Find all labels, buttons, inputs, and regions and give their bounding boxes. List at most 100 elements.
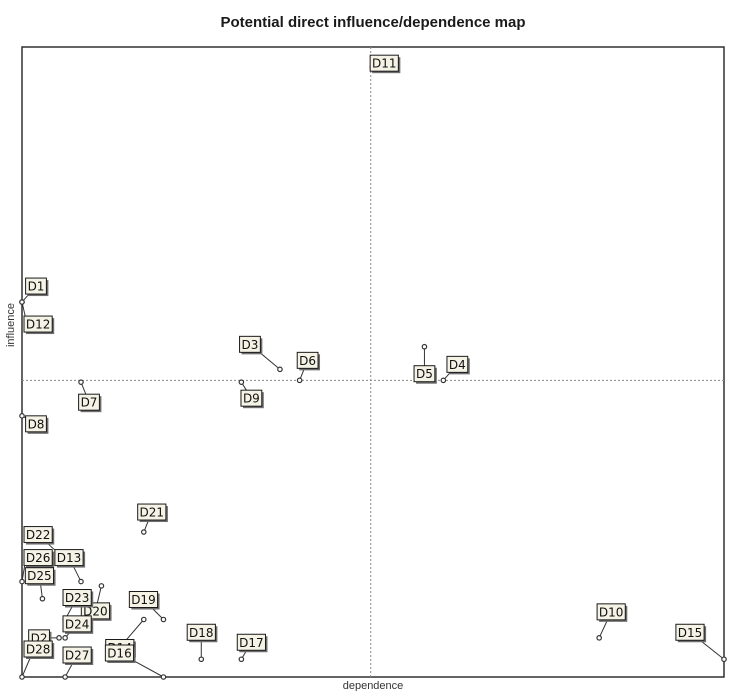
point-marker — [198, 656, 205, 663]
label-box — [675, 623, 705, 641]
chart-title: Potential direct influence/dependence ma… — [220, 14, 525, 31]
point-d3: D3 — [239, 335, 283, 373]
point-marker — [62, 635, 68, 641]
point-marker — [19, 299, 25, 305]
point-d18: D18 — [186, 623, 218, 663]
point-label: D13 — [57, 551, 82, 565]
point-marker — [421, 343, 428, 350]
point-label: D6 — [299, 354, 316, 368]
point-label: D10 — [599, 605, 624, 619]
label-box — [596, 603, 626, 621]
point-label: D8 — [28, 417, 45, 431]
point-label: D25 — [27, 569, 52, 583]
point-d26: D26 — [19, 549, 55, 585]
point-label: D5 — [416, 367, 433, 381]
point-d28: D28 — [19, 640, 55, 680]
point-label: D12 — [26, 318, 51, 332]
point-marker — [98, 583, 105, 589]
point-d23: D23 — [62, 589, 94, 623]
label-box — [413, 365, 436, 383]
y-axis-label: influence — [5, 303, 17, 347]
point-d13: D13 — [54, 549, 86, 585]
point-label: D19 — [131, 593, 156, 607]
point-label: D7 — [81, 396, 98, 410]
label-box — [78, 393, 100, 411]
point-d12: D12 — [19, 299, 55, 335]
label-box — [23, 315, 53, 333]
label-box — [239, 335, 261, 353]
point-d9: D9 — [238, 379, 264, 409]
point-marker — [238, 656, 245, 663]
label-box — [23, 549, 53, 567]
point-label: D23 — [65, 591, 90, 605]
point-d17: D17 — [236, 633, 268, 663]
point-d7: D7 — [78, 379, 102, 413]
point-label: D18 — [189, 626, 214, 640]
point-marker — [19, 674, 25, 680]
point-marker — [78, 379, 84, 385]
point-marker — [238, 379, 245, 385]
point-label: D22 — [26, 528, 51, 542]
point-label: D24 — [65, 617, 90, 631]
label-box — [62, 646, 92, 664]
point-label: D9 — [243, 392, 260, 406]
point-marker — [140, 529, 147, 535]
point-marker — [160, 674, 167, 680]
point-d19: D19 — [128, 591, 167, 623]
point-d16: D16 — [104, 644, 167, 680]
x-axis-label: dependence — [343, 680, 404, 691]
point-label: D15 — [678, 626, 703, 640]
point-marker — [160, 616, 167, 623]
label-box — [369, 54, 399, 72]
point-label: D17 — [239, 636, 264, 650]
label-box — [240, 389, 263, 407]
point-marker — [62, 674, 68, 680]
label-box — [23, 526, 53, 544]
point-label: D20 — [83, 604, 108, 618]
point-d4: D4 — [440, 355, 470, 384]
point-marker — [78, 578, 84, 585]
point-d15: D15 — [675, 623, 727, 663]
point-d5: D5 — [413, 343, 437, 384]
point-label: D27 — [65, 649, 90, 663]
label-box — [296, 351, 319, 369]
plot-frame — [21, 46, 725, 678]
point-marker — [39, 595, 46, 602]
label-box — [25, 277, 47, 295]
label-box — [54, 549, 84, 567]
label-box — [137, 503, 167, 521]
point-label: D26 — [26, 551, 51, 565]
point-label: D4 — [449, 358, 466, 372]
label-box — [104, 644, 135, 662]
point-marker — [440, 377, 447, 384]
point-marker — [277, 366, 283, 373]
label-box — [128, 591, 159, 609]
point-label: D1 — [28, 280, 45, 294]
label-box — [23, 640, 53, 658]
point-label: D3 — [242, 338, 259, 352]
point-marker — [140, 616, 147, 623]
point-d11: D11 — [369, 54, 401, 74]
label-box — [25, 415, 47, 433]
point-d25: D25 — [24, 567, 56, 602]
point-d27: D27 — [62, 646, 94, 680]
point-marker — [19, 413, 25, 419]
point-marker — [721, 656, 727, 663]
point-label: D11 — [372, 57, 397, 71]
point-d6: D6 — [296, 351, 321, 384]
point-label: D16 — [107, 647, 132, 661]
point-d24: D24 — [62, 615, 94, 641]
data-points: D11 D1 D12 D3 D6 D9 D5 D4 D7 D8 D21 D22 D26 D25 D13 D20… — [19, 54, 727, 680]
label-box — [24, 567, 55, 585]
point-marker — [19, 578, 25, 585]
point-marker — [56, 635, 62, 641]
point-label: D21 — [140, 506, 165, 520]
label-box — [236, 633, 266, 651]
point-d21: D21 — [137, 503, 168, 535]
label-box — [186, 623, 216, 641]
label-box — [62, 589, 92, 607]
point-d8: D8 — [19, 413, 49, 434]
point-marker — [296, 377, 303, 384]
point-d10: D10 — [596, 603, 628, 641]
